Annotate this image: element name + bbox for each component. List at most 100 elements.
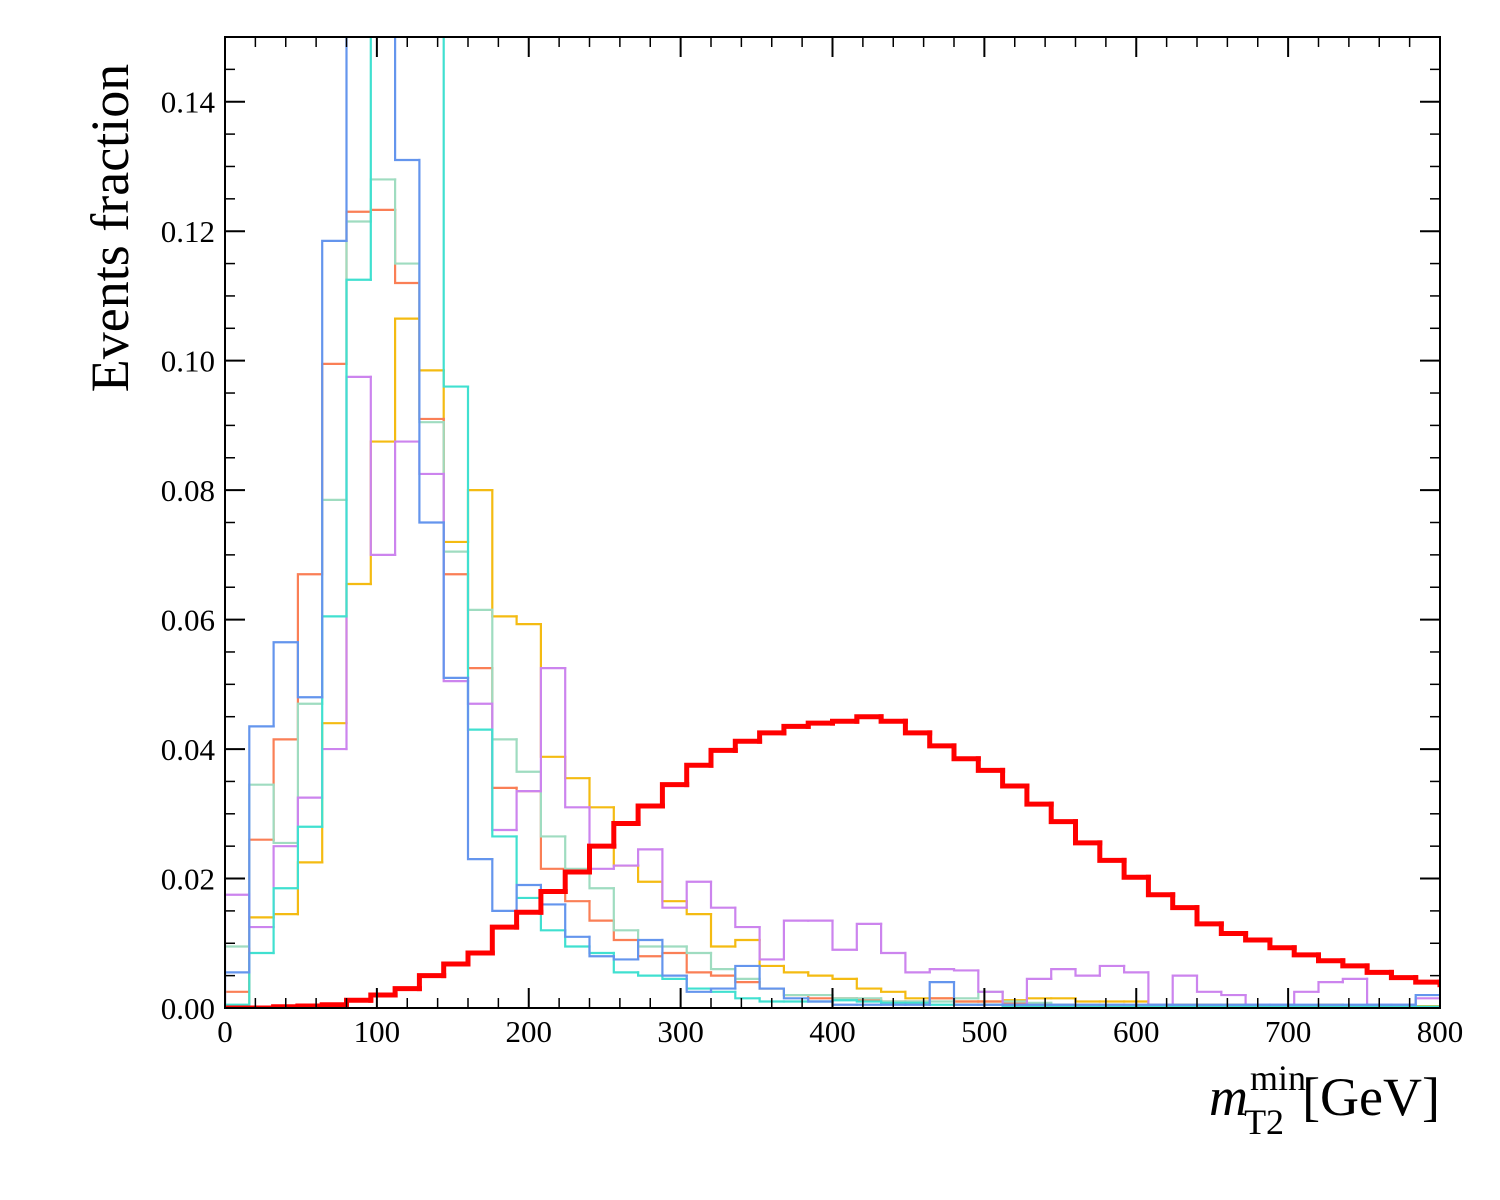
y-tick-label: 0.14	[161, 85, 216, 120]
x-tick-label: 700	[1265, 1014, 1312, 1049]
histogram-step	[225, 971, 251, 1008]
histogram-step	[635, 803, 665, 827]
histogram-step	[1195, 974, 1223, 993]
histogram-step	[685, 951, 713, 974]
histogram-step	[562, 869, 592, 894]
histogram-step	[709, 971, 737, 977]
y-tick-label: 0.02	[161, 862, 215, 897]
histogram-step	[345, 220, 372, 501]
histogram-step	[855, 999, 883, 1003]
histogram-step	[734, 906, 761, 929]
histogram-step	[538, 888, 568, 915]
histogram-step	[611, 821, 641, 849]
histogram-step	[345, 375, 372, 751]
histogram-step	[1025, 997, 1053, 1002]
histogram-step	[248, 916, 275, 1008]
histogram-step	[709, 880, 737, 909]
histogram-step	[734, 968, 761, 980]
histogram-step	[442, 472, 470, 683]
histogram-step	[225, 1003, 251, 1008]
histogram-step	[466, 676, 494, 861]
histogram-step	[296, 573, 324, 741]
y-tick-label: 0.12	[161, 214, 215, 249]
histogram-step	[880, 922, 907, 955]
histogram-step	[321, 747, 348, 799]
histogram-step	[612, 806, 640, 867]
histogram-step	[369, 375, 397, 556]
histogram-step	[1074, 1004, 1101, 1008]
histogram-step	[416, 973, 447, 992]
histogram-step	[321, 239, 348, 699]
histogram-step	[1024, 783, 1054, 807]
histogram-step	[296, 861, 324, 916]
histogram-step	[1050, 968, 1077, 980]
histogram-step	[904, 951, 931, 974]
histogram-step	[515, 615, 542, 626]
histogram-step	[781, 723, 811, 736]
histogram-step	[685, 945, 713, 955]
histogram-step	[344, 997, 374, 1008]
histogram-step	[514, 909, 544, 930]
histogram-step	[442, 421, 470, 553]
histogram-step	[1000, 767, 1030, 789]
y-axis-label: Events fraction	[80, 64, 140, 392]
histogram-step	[1074, 968, 1101, 977]
histogram-step	[1293, 990, 1320, 1006]
histogram-step	[466, 573, 494, 670]
histogram-step	[612, 955, 640, 961]
histogram-step	[734, 964, 761, 990]
histogram-step	[539, 883, 567, 906]
histogram-step	[709, 951, 737, 971]
histogram-step	[1025, 1000, 1053, 1004]
axes-frame	[224, 36, 1441, 1009]
histogram-step	[588, 777, 615, 809]
x-tick-label: 500	[961, 1014, 1008, 1049]
histogram-step	[441, 961, 471, 979]
histogram-step	[855, 922, 883, 951]
histogram-step	[319, 1002, 349, 1008]
histogram-step	[321, 498, 348, 705]
histogram-step	[369, 208, 397, 213]
histogram-step	[831, 974, 858, 980]
histogram-step	[782, 987, 810, 997]
histogram-step	[296, 641, 324, 699]
histogram-step	[709, 987, 737, 993]
histogram-step	[564, 835, 591, 870]
histogram-step	[807, 971, 834, 977]
histogram-step	[685, 880, 713, 909]
histogram-step	[442, 37, 470, 388]
histogram-step	[928, 968, 956, 974]
histogram-step	[491, 858, 518, 912]
x-label-symbol: m	[1209, 1067, 1248, 1127]
histogram-step	[709, 913, 737, 948]
histogram-step	[757, 730, 787, 744]
histogram-step	[491, 489, 518, 618]
histogram-step	[952, 968, 980, 972]
histogram-step	[1145, 874, 1176, 898]
histogram-step	[880, 987, 907, 993]
histogram-step	[1414, 993, 1440, 1006]
y-tick-label: 0.08	[161, 473, 215, 508]
histogram-step	[272, 913, 299, 919]
histogram-step	[734, 990, 761, 1000]
histogram-step	[612, 887, 640, 932]
histogram-step	[758, 964, 785, 990]
histogram-step	[782, 987, 810, 1000]
histogram-step	[1171, 974, 1199, 1006]
histogram-step	[345, 37, 348, 243]
histogram-step	[491, 667, 518, 790]
histogram-step	[369, 440, 397, 586]
histogram-step	[394, 440, 421, 556]
histogram-step	[1291, 945, 1321, 958]
histogram-step	[612, 951, 640, 974]
y-tick-label: 0.00	[161, 991, 215, 1026]
histogram-step	[588, 867, 615, 890]
histogram-step	[321, 615, 348, 828]
histogram-step	[708, 747, 738, 768]
histogram-step	[637, 938, 664, 961]
histogram-step	[878, 714, 908, 724]
histogram-step	[1414, 997, 1440, 1006]
histogram-step	[732, 738, 763, 753]
y-tick-label: 0.04	[161, 732, 216, 767]
